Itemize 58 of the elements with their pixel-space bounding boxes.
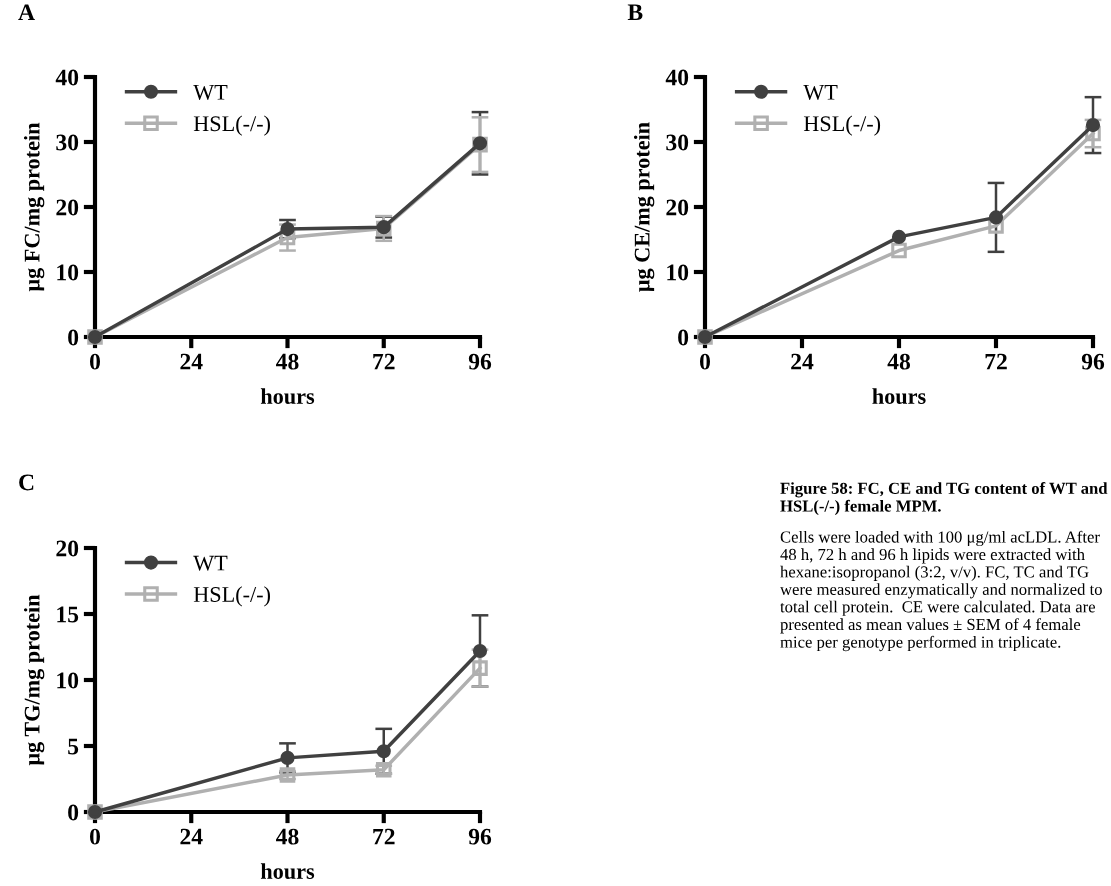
- y-tick-label: 30: [56, 134, 79, 151]
- x-tick-label: 24: [180, 828, 203, 845]
- point: [376, 744, 391, 759]
- y-tick-label: 40: [665, 69, 689, 86]
- x-tick-label: 24: [180, 353, 203, 370]
- legend-label: HSL(-/-): [803, 115, 881, 136]
- x-tick-label: 96: [468, 353, 492, 370]
- y-tick-label: 30: [666, 134, 689, 151]
- y-tick-label: 0: [678, 329, 689, 346]
- point: [472, 660, 488, 676]
- y-tick-label: 10: [57, 264, 79, 281]
- x-tick-label: 48: [276, 353, 299, 370]
- y-tick-label: 15: [57, 606, 79, 623]
- y-axis-title: μg FC/mg protein: [23, 122, 45, 292]
- x-tick-label: 24: [791, 353, 814, 370]
- legend-label: HSL(-/-): [193, 115, 270, 136]
- point: [472, 643, 488, 659]
- chart-title: B: [627, 4, 643, 21]
- x-tick-label: 0: [90, 353, 100, 370]
- legend-label: HSL(-/-): [193, 586, 270, 607]
- chart-title: A: [18, 4, 35, 20]
- y-axis-title: μg CE/mg protein: [633, 122, 655, 292]
- x-tick-label: 72: [373, 828, 395, 845]
- x-tick-label: 72: [373, 353, 395, 370]
- point: [988, 218, 1004, 234]
- x-axis-title: hours: [260, 863, 315, 879]
- x-tick-label: 0: [90, 828, 100, 845]
- y-tick-label: 20: [666, 199, 689, 216]
- x-tick-label: 48: [887, 353, 911, 370]
- x-axis-title: hours: [872, 388, 926, 404]
- x-tick-label: 72: [985, 353, 1007, 370]
- x-tick-label: 48: [276, 828, 299, 845]
- y-tick-label: 0: [68, 329, 79, 346]
- caption: Figure 58: FC, CE and TG content of WT and HSL(-/-) female MPM.: [780, 482, 1108, 516]
- point: [891, 229, 907, 244]
- x-axis-title: hours: [260, 388, 315, 404]
- y-tick-label: 10: [667, 264, 689, 281]
- y-tick-label: 20: [56, 199, 79, 216]
- y-axis-title: μg TG/mg protein: [23, 594, 45, 766]
- x-tick-label: 96: [1081, 353, 1105, 370]
- y-tick-label: 20: [56, 540, 79, 557]
- y-tick-label: 10: [57, 672, 79, 689]
- point: [891, 242, 907, 259]
- legend-label: WT: [193, 555, 228, 571]
- legend-label: WT: [193, 85, 228, 100]
- point: [988, 210, 1004, 225]
- x-tick-label: 0: [700, 353, 710, 370]
- x-tick-label: 96: [468, 828, 492, 845]
- point: [279, 229, 296, 246]
- point: [280, 750, 295, 765]
- point: [1085, 118, 1101, 133]
- y-tick-label: 0: [68, 804, 79, 821]
- y-tick-label: 5: [68, 738, 79, 755]
- chart-title: C: [19, 474, 34, 491]
- text: Cells were loaded with 100 μg/ml acLDL. After 48 h, 72 h and 96 h lipids were extracted with hexane:isopropanol (3:2, v/v). FC, TC and TG were measured enzymatically and normalized to total cell protein. CE were calculated. Data are presented as mean values ± SEM of 4 female mice per genotype performed in triplicate.: [780, 530, 1102, 652]
- point: [1085, 125, 1101, 142]
- legend-label: WT: [803, 85, 838, 100]
- y-tick-label: 40: [55, 69, 79, 86]
